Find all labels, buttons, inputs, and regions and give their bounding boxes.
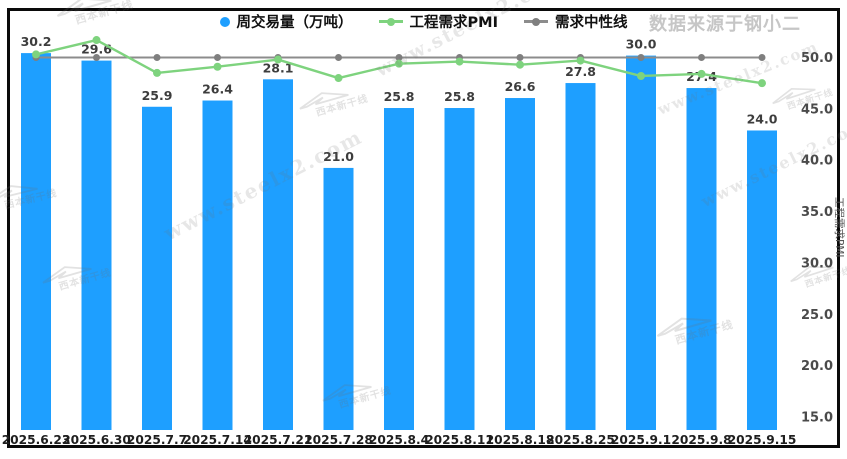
bar-value-label: 30.0 [626, 37, 657, 52]
neutral-point [335, 54, 342, 61]
volume-bar-2025.7.28[interactable] [323, 167, 354, 431]
x-tick-2025.9.1: 2025.9.1 [611, 433, 671, 447]
pmi-point-2025.9.8[interactable] [697, 69, 706, 78]
x-tick-2025.7.14: 2025.7.14 [183, 433, 252, 447]
neutral-legend-line-icon [523, 17, 548, 26]
pmi-point-2025.8.11[interactable] [455, 57, 464, 66]
right-axis-tick: 15.0 [801, 410, 833, 425]
x-tick-2025.8.25: 2025.8.25 [546, 433, 615, 447]
legend-item-pmi[interactable]: 工程需求PMI [378, 11, 498, 32]
bar-value-label: 21.0 [323, 149, 354, 164]
volume-bar-2025.9.8[interactable] [686, 88, 717, 430]
neutral-point [395, 54, 403, 61]
x-tick-2025.7.28: 2025.7.28 [304, 433, 373, 447]
pmi-legend-line-icon [378, 17, 403, 26]
bar-value-label: 28.1 [263, 60, 294, 75]
volume-bar-2025.8.25[interactable] [565, 83, 596, 430]
canvas-border [7, 8, 840, 448]
chart-legend: 周交易量（万吨） 工程需求PMI 需求中性线 [0, 11, 847, 32]
pmi-point-2025.9.1[interactable] [637, 71, 645, 80]
bar-value-label: 27.8 [565, 64, 596, 79]
pmi-point-2025.7.28[interactable] [334, 74, 343, 83]
neutral-point [93, 54, 100, 61]
bar-value-label: 25.8 [384, 89, 415, 104]
volume-bar-2025.7.14[interactable] [202, 100, 233, 430]
volume-bar-2025.9.1[interactable] [626, 55, 656, 430]
legend-neutral-label: 需求中性线 [554, 15, 628, 31]
legend-volume-label: 周交易量（万吨） [236, 15, 353, 31]
volume-bar-2025.6.30[interactable] [81, 60, 112, 430]
neutral-point [153, 54, 161, 61]
bar-value-label: 30.2 [21, 34, 52, 49]
neutral-point [637, 54, 645, 61]
neutral-point [214, 54, 221, 61]
neutral-point [516, 54, 524, 61]
right-axis-title: 工程需求PMI [833, 197, 845, 258]
volume-bar-2025.6.23[interactable] [21, 53, 51, 430]
pmi-point-2025.8.25[interactable] [576, 56, 585, 65]
x-tick-2025.6.30: 2025.6.30 [62, 433, 131, 447]
x-tick-2025.9.8: 2025.9.8 [671, 433, 731, 447]
volume-bar-2025.7.21[interactable] [263, 79, 293, 430]
bar-value-label: 24.0 [747, 111, 778, 126]
legend-item-neutral[interactable]: 需求中性线 [523, 11, 628, 32]
right-axis-tick: 20.0 [801, 359, 833, 374]
bar-value-label: 26.6 [505, 79, 536, 94]
pmi-point-2025.7.21[interactable] [274, 55, 282, 64]
neutral-point [758, 54, 766, 61]
pmi-point-2025.9.15[interactable] [758, 79, 766, 88]
legend-item-volume[interactable]: 周交易量（万吨） [219, 11, 353, 32]
right-axis-tick: 45.0 [801, 102, 833, 117]
volume-bar-2025.9.15[interactable] [747, 130, 777, 431]
pmi-point-2025.6.23[interactable] [32, 50, 40, 59]
pmi-point-2025.7.7[interactable] [153, 68, 161, 77]
bar-value-label: 26.4 [202, 82, 233, 97]
x-tick-2025.8.18: 2025.8.18 [486, 433, 555, 447]
data-source-label: 数据来源于钢小二 [649, 14, 801, 35]
volume-bar-2025.7.7[interactable] [142, 106, 172, 430]
x-tick-2025.7.7: 2025.7.7 [127, 433, 187, 447]
pmi-point-2025.6.30[interactable] [92, 36, 101, 45]
volume-bar-2025.8.18[interactable] [505, 98, 535, 431]
right-axis-tick: 25.0 [801, 308, 833, 323]
volume-bar-2025.8.11[interactable] [444, 108, 475, 431]
volume-legend-dot-icon [219, 16, 230, 27]
bar-value-label: 25.8 [444, 89, 475, 104]
pmi-point-2025.8.4[interactable] [395, 59, 403, 68]
legend-pmi-label: 工程需求PMI [409, 15, 498, 31]
x-tick-2025.9.15: 2025.9.15 [728, 433, 797, 447]
x-tick-2025.8.11: 2025.8.11 [425, 433, 494, 447]
pmi-point-2025.7.14[interactable] [213, 62, 222, 71]
neutral-point [698, 54, 705, 61]
bar-value-label: 25.9 [142, 88, 173, 103]
right-axis-tick: 30.0 [801, 256, 833, 271]
right-axis-tick: 35.0 [801, 205, 833, 220]
right-axis-tick: 50.0 [801, 51, 833, 66]
x-tick-2025.6.23: 2025.6.23 [2, 433, 71, 447]
right-axis-tick: 40.0 [801, 154, 833, 169]
x-tick-2025.8.4: 2025.8.4 [369, 433, 429, 447]
x-tick-2025.7.21: 2025.7.21 [244, 433, 313, 447]
pmi-point-2025.8.18[interactable] [516, 60, 524, 69]
volume-bar-2025.8.4[interactable] [384, 108, 414, 431]
